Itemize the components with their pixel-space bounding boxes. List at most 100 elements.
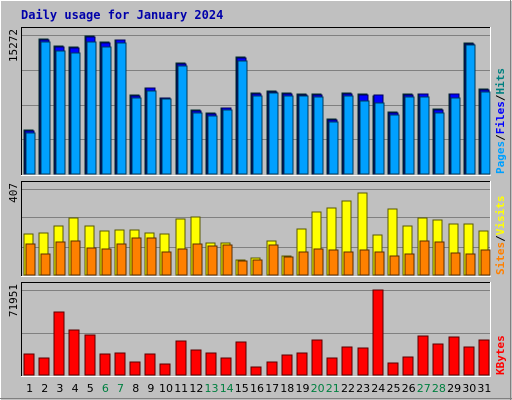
bar-sites-day-7 xyxy=(116,243,127,276)
bar-sites-day-15 xyxy=(237,260,248,276)
bar-pages-day-23 xyxy=(359,100,370,175)
bar-kbytes-day-30 xyxy=(463,346,475,376)
bar-pages-day-5 xyxy=(86,41,97,175)
x-tick-day-13: 13 xyxy=(205,382,219,395)
bar-sites-day-10 xyxy=(161,251,172,276)
bar-sites-day-30 xyxy=(465,253,476,276)
bar-kbytes-day-7 xyxy=(114,352,126,376)
chart-panels: 15272Pages/Files/Hits407Sites/Visits7195… xyxy=(7,27,507,377)
bar-sites-day-17 xyxy=(268,244,279,276)
bar-pages-day-25 xyxy=(389,114,400,175)
bar-sites-day-26 xyxy=(404,253,415,276)
x-tick-day-12: 12 xyxy=(189,382,203,395)
bar-sites-day-4 xyxy=(70,240,81,276)
bar-kbytes-day-27 xyxy=(417,335,429,376)
bar-kbytes-day-15 xyxy=(235,341,247,376)
bar-sites-day-5 xyxy=(86,247,97,276)
bar-sites-day-20 xyxy=(313,248,324,276)
bar-kbytes-day-8 xyxy=(129,361,141,376)
bar-sites-day-19 xyxy=(298,251,309,276)
x-tick-day-20: 20 xyxy=(311,382,325,395)
bar-sites-day-2 xyxy=(40,253,51,276)
bar-sites-day-14 xyxy=(222,244,233,276)
bar-pages-day-11 xyxy=(177,65,188,175)
bar-sites-day-11 xyxy=(177,248,188,276)
ymax-label-visits-sites: 407 xyxy=(7,183,20,203)
bar-sites-day-23 xyxy=(359,249,370,276)
bar-kbytes-day-10 xyxy=(159,363,171,376)
bar-sites-day-28 xyxy=(434,241,445,276)
x-tick-day-15: 15 xyxy=(235,382,249,395)
bar-pages-day-29 xyxy=(450,97,461,175)
bar-pages-day-8 xyxy=(131,97,142,175)
bar-pages-day-31 xyxy=(480,91,491,175)
legend-sites: Sites xyxy=(494,242,507,275)
bar-kbytes-day-18 xyxy=(281,354,293,376)
bar-sites-day-1 xyxy=(25,243,36,276)
bar-pages-day-17 xyxy=(268,92,279,175)
panel-visits-sites: 407 Sites/Visits xyxy=(7,181,507,277)
bar-kbytes-day-16 xyxy=(250,366,262,376)
x-tick-day-7: 7 xyxy=(117,382,124,395)
bar-pages-day-20 xyxy=(313,96,324,175)
bar-pages-day-22 xyxy=(343,95,354,175)
bar-kbytes-day-28 xyxy=(432,343,444,376)
chart-title: Daily usage for January 2024 xyxy=(21,8,223,22)
x-tick-day-29: 29 xyxy=(447,382,461,395)
bar-kbytes-day-22 xyxy=(341,346,353,376)
bar-kbytes-day-31 xyxy=(478,339,490,376)
bar-pages-day-14 xyxy=(222,109,233,175)
x-tick-day-16: 16 xyxy=(250,382,264,395)
x-tick-day-27: 27 xyxy=(417,382,431,395)
bar-sites-day-16 xyxy=(252,259,263,276)
bar-pages-day-18 xyxy=(283,95,294,175)
legend-kbytes: KBytes xyxy=(494,335,507,375)
bar-sites-day-22 xyxy=(343,251,354,276)
ymax-label-hits-files-pages: 15272 xyxy=(7,29,20,62)
bar-pages-day-28 xyxy=(434,112,445,175)
bar-sites-day-9 xyxy=(146,237,157,276)
bar-pages-day-1 xyxy=(25,132,36,175)
bar-kbytes-day-29 xyxy=(448,336,460,376)
bar-sites-day-6 xyxy=(101,248,112,276)
legend-kbytes: KBytes xyxy=(494,335,507,375)
x-tick-day-5: 5 xyxy=(87,382,94,395)
x-tick-day-14: 14 xyxy=(220,382,234,395)
bar-sites-day-3 xyxy=(55,241,66,276)
bar-pages-day-16 xyxy=(252,95,263,175)
bar-kbytes-day-4 xyxy=(68,329,80,376)
bar-sites-day-21 xyxy=(328,249,339,276)
x-tick-day-28: 28 xyxy=(432,382,446,395)
bar-kbytes-day-21 xyxy=(326,357,338,376)
bar-kbytes-day-5 xyxy=(84,334,96,376)
bar-sites-day-8 xyxy=(131,237,142,276)
x-tick-day-1: 1 xyxy=(26,382,33,395)
legend-files: Files xyxy=(494,101,507,134)
bar-kbytes-day-23 xyxy=(357,347,369,376)
bar-pages-day-21 xyxy=(328,121,339,175)
x-tick-day-3: 3 xyxy=(56,382,63,395)
x-tick-day-9: 9 xyxy=(147,382,154,395)
bar-pages-day-30 xyxy=(465,44,476,175)
bar-kbytes-day-20 xyxy=(311,339,323,376)
bar-pages-day-12 xyxy=(192,112,203,175)
bar-pages-day-3 xyxy=(55,50,66,175)
bar-sites-day-27 xyxy=(419,240,430,276)
bar-sites-day-25 xyxy=(389,255,400,276)
panel-kbytes: 71951 KBytes xyxy=(7,282,507,377)
x-tick-day-10: 10 xyxy=(159,382,173,395)
x-tick-day-25: 25 xyxy=(387,382,401,395)
x-tick-day-21: 21 xyxy=(326,382,340,395)
bar-kbytes-day-2 xyxy=(38,357,50,376)
bar-kbytes-day-25 xyxy=(387,362,399,376)
x-tick-day-23: 23 xyxy=(356,382,370,395)
legend-visits-sites: Sites/Visits xyxy=(494,196,507,276)
bar-pages-day-19 xyxy=(298,95,309,175)
x-tick-day-30: 30 xyxy=(462,382,476,395)
bar-pages-day-2 xyxy=(40,41,51,175)
bar-pages-day-10 xyxy=(161,98,172,175)
x-tick-day-24: 24 xyxy=(371,382,385,395)
bar-kbytes-day-11 xyxy=(175,340,187,376)
x-tick-day-18: 18 xyxy=(280,382,294,395)
legend-separator: / xyxy=(494,94,507,101)
